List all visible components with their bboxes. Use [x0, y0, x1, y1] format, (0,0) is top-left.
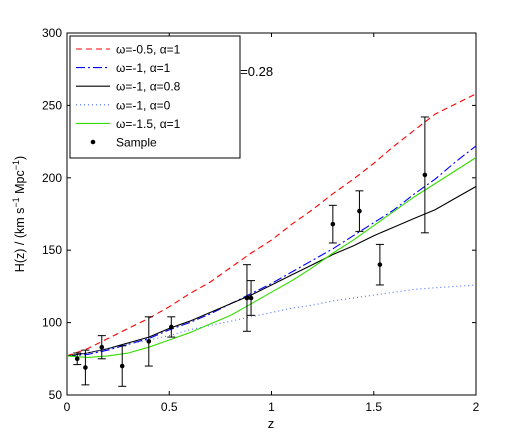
sample-marker [377, 262, 383, 267]
sample-marker [146, 339, 152, 344]
y-tick-label: 50 [49, 388, 63, 402]
sample-point [81, 349, 90, 386]
sample-layer [73, 116, 429, 387]
sample-point [167, 316, 176, 338]
legend-entry-1-5-1: ω=-1.5, α=1 [76, 117, 181, 131]
x-axis-label: z [268, 416, 275, 431]
sample-point [420, 116, 429, 234]
legend-entry-0-5-1: ω=-0.5, α=1 [76, 43, 181, 57]
sample-marker [83, 365, 88, 370]
sample-marker [74, 356, 80, 362]
y-tick-label: 150 [42, 243, 62, 257]
sample-point [328, 204, 337, 244]
sample-point [355, 190, 364, 232]
x-tick-label: 1.5 [365, 400, 382, 414]
y-tick-label: 100 [42, 316, 62, 330]
y-tick-label: 300 [42, 26, 62, 40]
sample-point [375, 243, 384, 286]
legend-box [69, 35, 241, 159]
sample-point [118, 345, 127, 387]
x-tick-label: 2 [473, 400, 480, 414]
y-tick-label: 250 [42, 98, 62, 112]
y-axis-label-sup-2: −1 [11, 160, 21, 170]
sample-marker [119, 363, 125, 369]
legend-entry-1-0: ω=-1, α=0 [76, 98, 171, 112]
legend-entry-1-1: ω=-1, α=1 [76, 61, 171, 75]
legend-label: ω=-1, α=1 [116, 61, 171, 75]
sample-marker [99, 344, 105, 350]
sample-point [247, 280, 256, 316]
legend-entry-1-0-8: ω=-1, α=0.8 [76, 80, 181, 94]
legend-label: ω=-0.5, α=1 [116, 43, 181, 57]
legend-entry-sample: Sample [90, 136, 157, 150]
sample-marker [422, 172, 428, 178]
sample-marker [330, 221, 336, 227]
x-tick-label: 1 [268, 400, 275, 414]
series-line-0-5-1 [66, 93, 477, 357]
series-line-1-1 [66, 145, 477, 357]
y-tick-label: 200 [42, 171, 62, 185]
x-tick-label: 0.5 [161, 400, 178, 414]
omega-annotation-rest: =0.28 [240, 64, 273, 79]
sample-marker [244, 295, 250, 301]
x-tick-label: 0 [64, 400, 71, 414]
sample-marker [248, 295, 254, 301]
sample-point [73, 352, 82, 366]
curves-layer [66, 93, 477, 358]
sample-point [144, 316, 153, 367]
sample-point [97, 335, 106, 360]
series-line-1-0-8 [66, 186, 477, 357]
legend: ω=-0.5, α=1 ω=-1, α=1 ω=-1, α=0.8 ω=-1, α=0… [69, 35, 241, 159]
sample-marker [357, 208, 362, 214]
y-axis-label-mid: Mpc [13, 170, 27, 197]
y-axis-label-suffix: ) [13, 156, 27, 160]
legend-label: ω=-1, α=0 [116, 98, 171, 112]
legend-label: ω=-1.5, α=1 [116, 117, 181, 131]
y-axis-label: H(z) / (km s−1 Mpc−1) [11, 156, 27, 272]
y-axis-label-prefix: H(z) / (km s [13, 208, 27, 273]
legend-swatch [90, 139, 96, 145]
series-line-1-5-1 [66, 157, 477, 358]
sample-marker [168, 324, 174, 330]
y-axis-label-sup-1: −1 [11, 197, 21, 207]
legend-label: Sample [116, 136, 157, 150]
sample-point [242, 264, 251, 332]
legend-label: ω=-1, α=0.8 [116, 80, 181, 94]
